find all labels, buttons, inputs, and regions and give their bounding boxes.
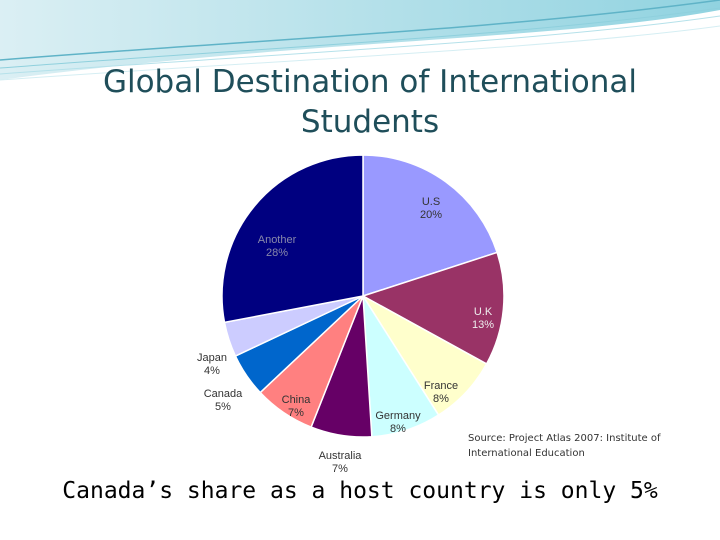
source-line-1: Source: Project Atlas 2007: Institute of <box>468 433 661 444</box>
slice-value-uk: 13% <box>472 319 494 331</box>
slice-label-us: U.S <box>422 196 440 208</box>
footer-caption: Canada’s share as a host country is only… <box>62 478 658 504</box>
slice-label-canada: Canada <box>204 388 243 400</box>
slide-title: Global Destination of International Stud… <box>40 62 700 142</box>
slice-value-another: 28% <box>266 247 288 259</box>
pie-slice-uk <box>361 251 505 365</box>
slice-label-japan: Japan <box>197 352 227 364</box>
slice-label-france: France <box>424 380 458 392</box>
slice-label-another: Another <box>258 234 297 246</box>
pie-chart: U.S20%U.K13%France8%Germany8%Australia7%… <box>197 154 505 475</box>
source-note: Source: Project Atlas 2007: Institute of… <box>468 431 698 461</box>
slice-value-germany: 8% <box>390 423 406 435</box>
slice-value-us: 20% <box>420 209 442 221</box>
slice-value-france: 8% <box>433 393 449 405</box>
header-banner-decoration <box>0 0 720 81</box>
slice-value-china: 7% <box>288 407 304 419</box>
slice-value-japan: 4% <box>204 365 220 377</box>
slice-label-china: China <box>282 394 312 406</box>
pie-slice-us <box>362 154 499 298</box>
slice-value-canada: 5% <box>215 401 231 413</box>
slice-label-australia: Australia <box>319 450 363 462</box>
source-line-2: International Education <box>468 448 585 459</box>
slice-label-uk: U.K <box>474 306 493 318</box>
title-line-2: Students <box>300 104 440 140</box>
pie-slice-another <box>221 154 364 324</box>
title-line-1: Global Destination of International <box>102 64 638 100</box>
slice-label-germany: Germany <box>375 410 421 422</box>
slice-value-australia: 7% <box>332 463 348 475</box>
